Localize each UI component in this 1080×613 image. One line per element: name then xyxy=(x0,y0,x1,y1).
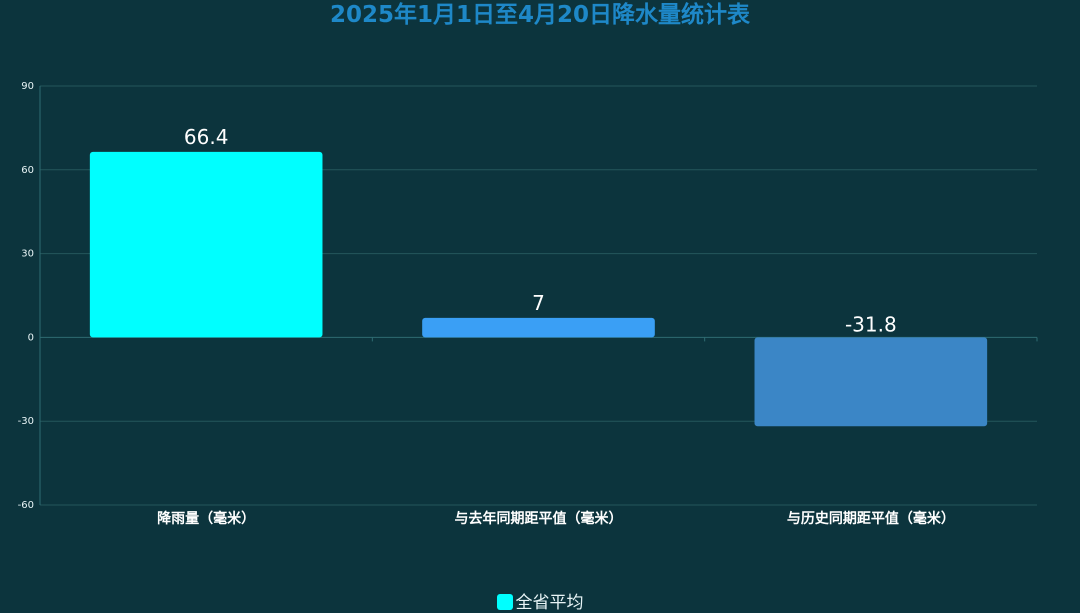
x-category-label: 降雨量（毫米） xyxy=(157,510,255,527)
bars xyxy=(89,151,988,427)
legend-label: 全省平均 xyxy=(515,593,584,613)
data-label: -31.8 xyxy=(845,312,897,336)
legend[interactable]: 全省平均 xyxy=(0,588,1080,613)
y-tick-label: -60 xyxy=(18,500,34,511)
x-axis-category-labels: 降雨量（毫米） 与去年同期距平值（毫米） 与历史同期距平值（毫米） xyxy=(157,510,955,527)
data-label: 66.4 xyxy=(184,125,229,149)
y-tick-label: -30 xyxy=(18,416,34,427)
y-axis-tick-labels: -60 -30 0 30 60 90 xyxy=(18,81,34,511)
x-category-label: 与历史同期距平值（毫米） xyxy=(787,510,955,527)
bar xyxy=(754,337,988,427)
y-tick-label: 30 xyxy=(21,249,34,260)
data-label: 7 xyxy=(532,291,545,315)
y-tick-label: 60 xyxy=(21,165,34,176)
bar xyxy=(89,151,323,338)
chart-title: 2025年1月1日至4月20日降水量统计表 xyxy=(329,2,751,28)
bar xyxy=(422,317,655,338)
y-tick-label: 90 xyxy=(21,81,34,92)
x-category-label: 与去年同期距平值（毫米） xyxy=(455,510,623,527)
y-tick-label: 0 xyxy=(28,332,34,343)
data-labels: 66.4 7 -31.8 xyxy=(184,125,897,336)
legend-swatch xyxy=(496,594,513,610)
